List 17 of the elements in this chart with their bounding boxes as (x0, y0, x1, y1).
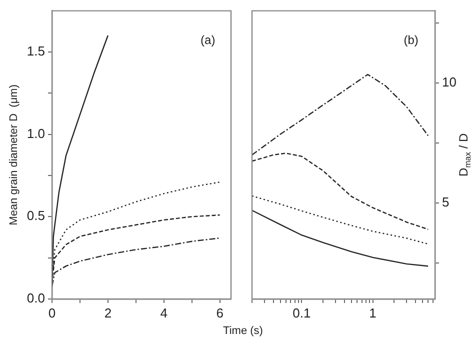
y-tick-label: 1.0 (26, 126, 45, 141)
y-tick-label: 1.5 (26, 44, 45, 59)
y-axis-title: Mean grain diameter D (μm) (8, 84, 20, 226)
y-tick-label: 0.5 (26, 208, 45, 224)
x-tick-label: 6 (216, 305, 224, 320)
x-axis-title: Time (s) (222, 325, 264, 337)
y2-tick-label: 10 (442, 74, 456, 90)
x-tick-label: 4 (160, 305, 168, 320)
y-tick-label: 0.0 (26, 290, 45, 306)
y2-tick-label: 5 (442, 194, 450, 210)
annotation: (b) (404, 33, 418, 48)
y2-axis-title: Dmax / D (456, 132, 473, 176)
x-tick-label: 0.1 (292, 305, 311, 320)
x-tick-label: 2 (104, 305, 112, 320)
x-tick-label: 0 (48, 305, 56, 320)
annotation: (a) (200, 33, 216, 48)
x-tick-label: 1 (369, 305, 376, 320)
